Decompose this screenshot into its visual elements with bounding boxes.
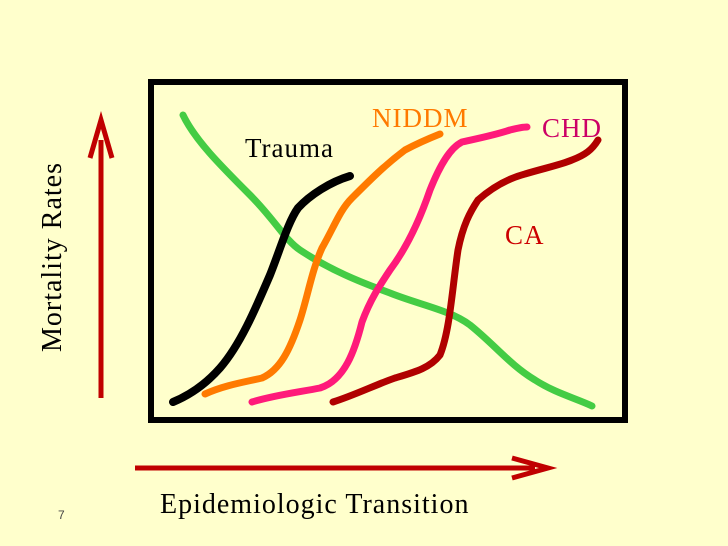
x-axis-arrow xyxy=(135,455,558,481)
y-axis-arrow xyxy=(87,111,115,398)
trauma-label: Trauma xyxy=(245,133,334,163)
niddm-label: NIDDM xyxy=(372,103,469,133)
niddm-curve xyxy=(201,130,444,398)
plot-frame xyxy=(148,79,628,423)
ca-curve xyxy=(329,136,602,406)
y-axis-title: Mortality Rates xyxy=(37,162,68,352)
ca-label: CA xyxy=(505,220,545,250)
infectious-disease-curve xyxy=(179,111,596,410)
x-axis-title: Epidemiologic Transition xyxy=(160,489,469,520)
trauma-curve xyxy=(169,172,354,406)
slide-number: 7 xyxy=(58,508,65,522)
chd-label: CHD xyxy=(542,113,602,143)
chd-curve xyxy=(248,123,531,406)
